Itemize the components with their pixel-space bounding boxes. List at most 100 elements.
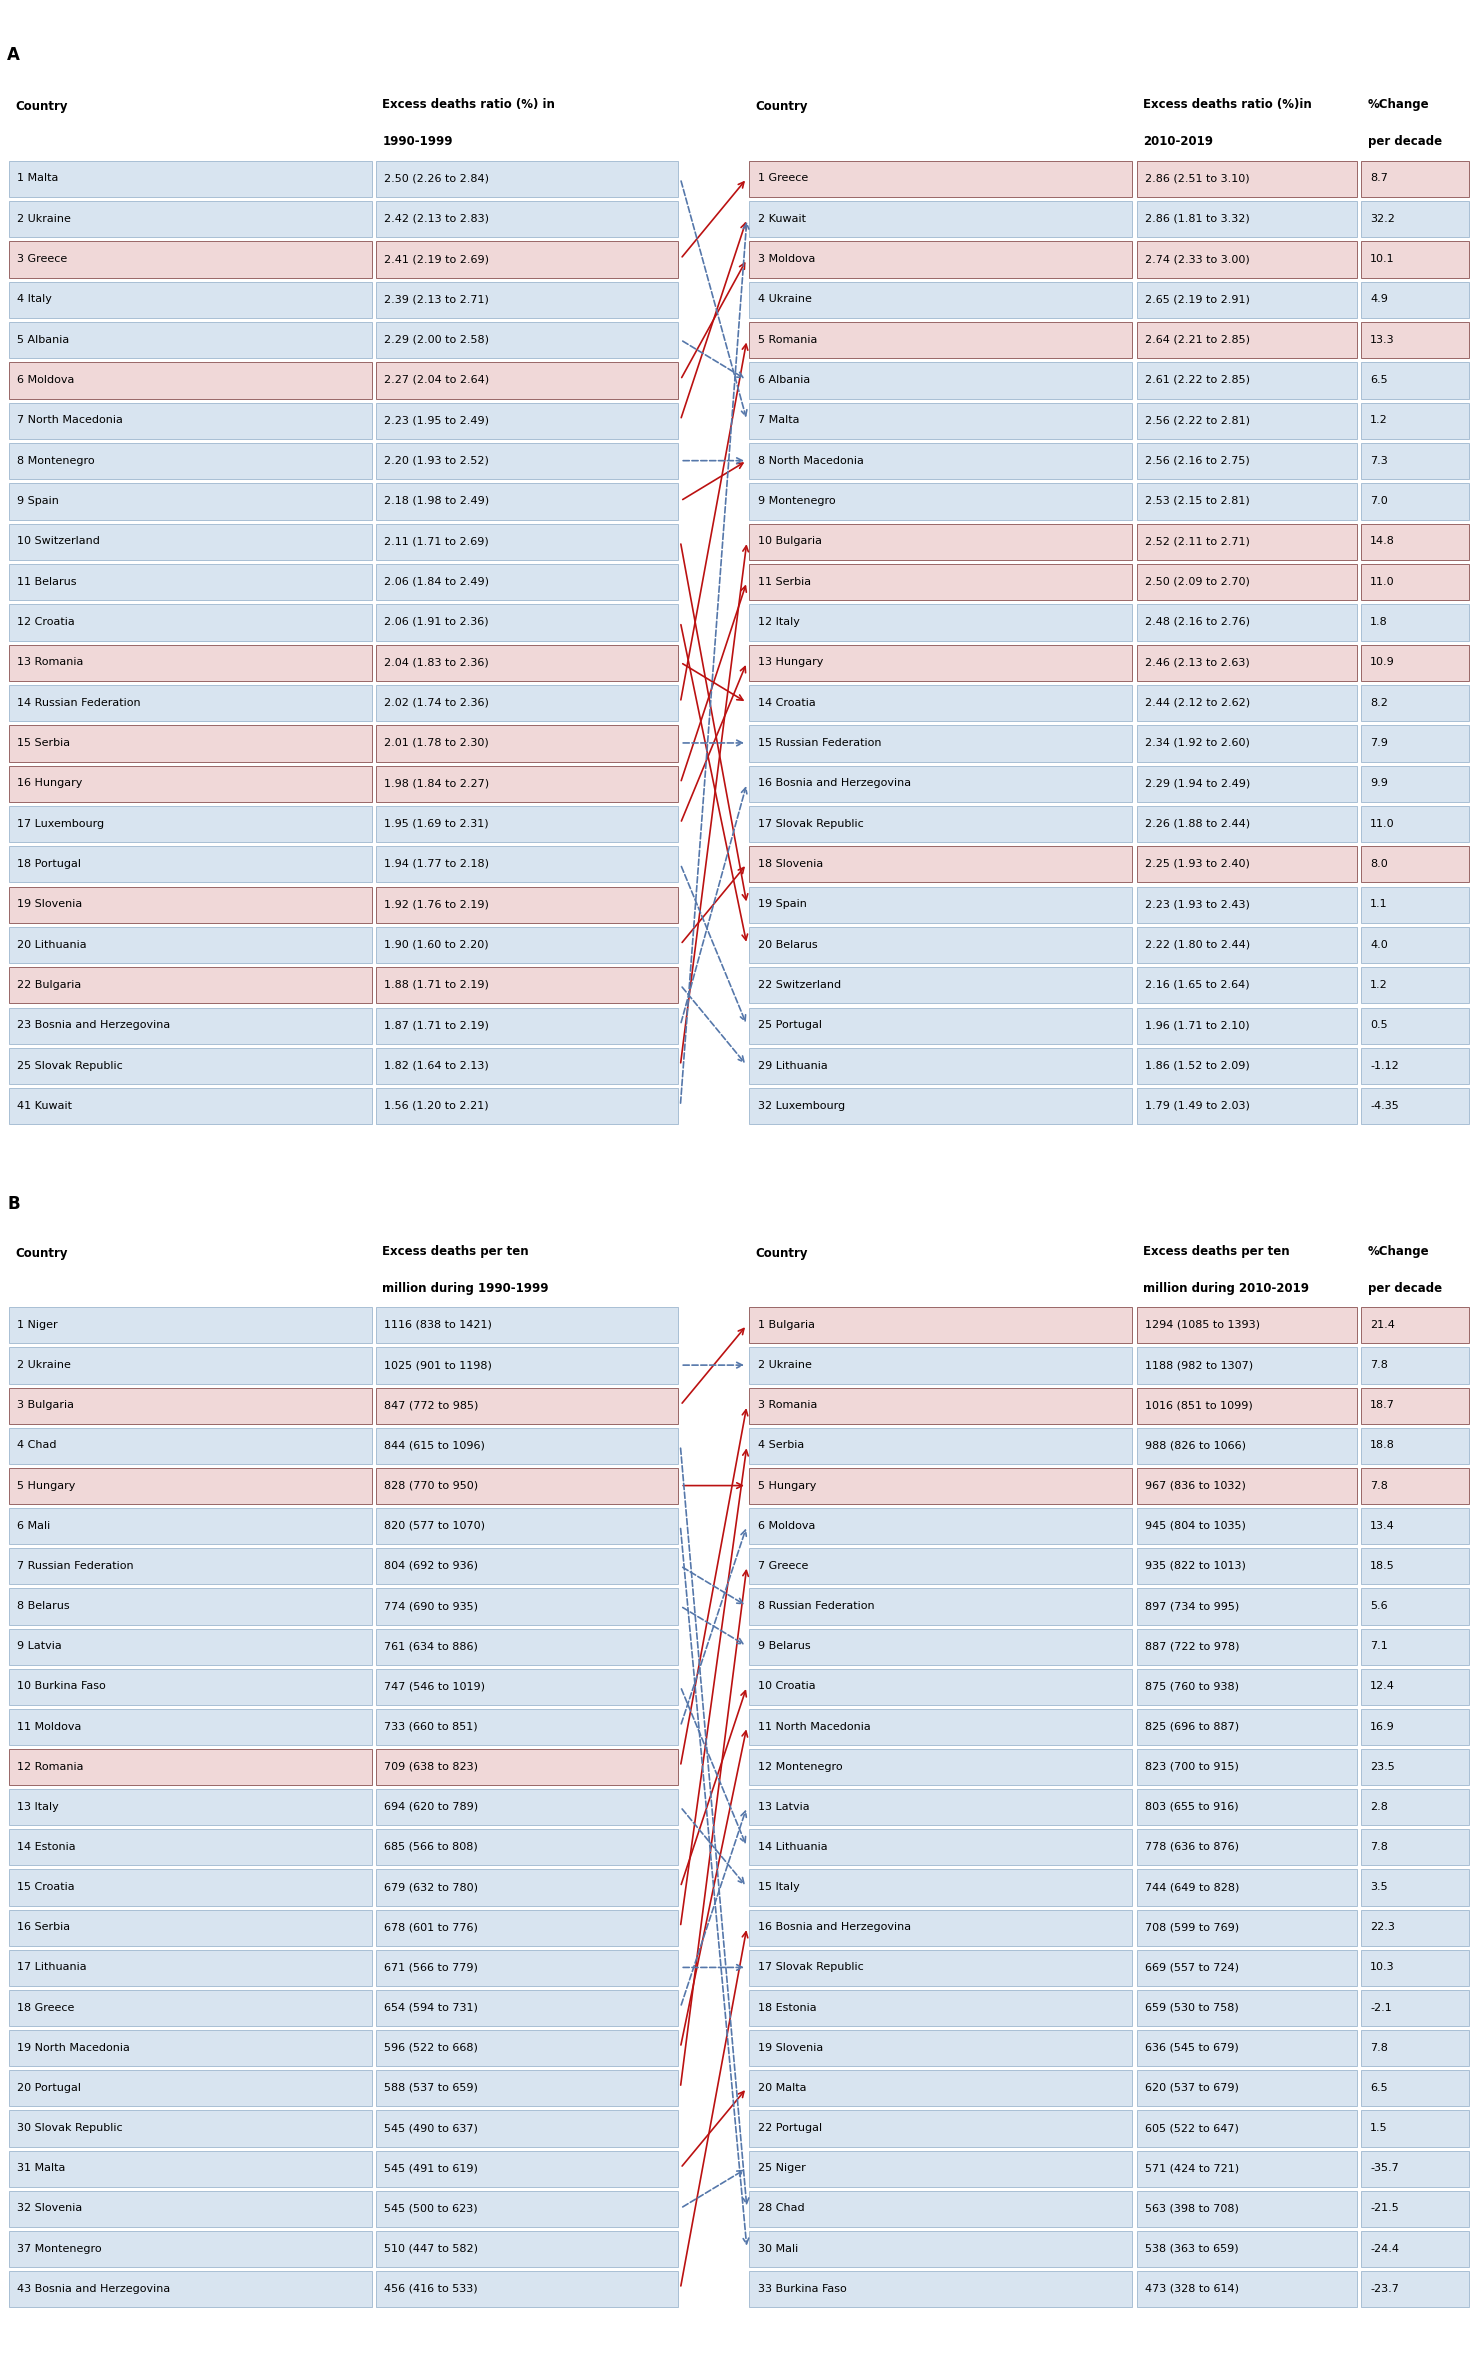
- Bar: [748, 482, 1133, 520]
- Text: 2.25 (1.93 to 2.40): 2.25 (1.93 to 2.40): [1145, 858, 1250, 868]
- Bar: [1362, 402, 1470, 440]
- Text: 1.88 (1.71 to 2.19): 1.88 (1.71 to 2.19): [385, 979, 490, 991]
- Bar: [1362, 2029, 1470, 2067]
- Bar: [9, 1589, 373, 1625]
- Bar: [1137, 442, 1358, 480]
- Text: 10.3: 10.3: [1370, 1963, 1395, 1972]
- Bar: [1362, 2069, 1470, 2107]
- Bar: [748, 603, 1133, 641]
- Text: 18 Estonia: 18 Estonia: [757, 2003, 816, 2013]
- Text: 887 (722 to 978): 887 (722 to 978): [1145, 1641, 1239, 1651]
- Bar: [9, 646, 373, 681]
- Bar: [9, 1428, 373, 1464]
- Bar: [9, 563, 373, 601]
- Text: 16.9: 16.9: [1370, 1722, 1395, 1731]
- Text: Excess deaths per ten: Excess deaths per ten: [1143, 1246, 1290, 1258]
- Text: 3 Romania: 3 Romania: [757, 1400, 816, 1410]
- Bar: [748, 1088, 1133, 1123]
- Bar: [748, 1629, 1133, 1665]
- Text: 733 (660 to 851): 733 (660 to 851): [385, 1722, 478, 1731]
- Bar: [376, 1469, 679, 1504]
- Text: 596 (522 to 668): 596 (522 to 668): [385, 2043, 478, 2053]
- Text: 571 (424 to 721): 571 (424 to 721): [1145, 2164, 1239, 2173]
- Bar: [748, 1549, 1133, 1585]
- Text: 9 Belarus: 9 Belarus: [757, 1641, 810, 1651]
- Bar: [1362, 806, 1470, 842]
- Bar: [1137, 1589, 1358, 1625]
- Text: 671 (566 to 779): 671 (566 to 779): [385, 1963, 478, 1972]
- Bar: [1362, 1549, 1470, 1585]
- Text: 2.23 (1.93 to 2.43): 2.23 (1.93 to 2.43): [1145, 899, 1250, 908]
- Bar: [748, 646, 1133, 681]
- Bar: [748, 1790, 1133, 1826]
- Text: 10.1: 10.1: [1370, 253, 1395, 265]
- Bar: [1137, 482, 1358, 520]
- Bar: [1137, 1469, 1358, 1504]
- Bar: [1362, 646, 1470, 681]
- Bar: [9, 1509, 373, 1544]
- Text: 9 Spain: 9 Spain: [18, 497, 59, 506]
- Text: 1025 (901 to 1198): 1025 (901 to 1198): [385, 1360, 493, 1369]
- Text: 4 Chad: 4 Chad: [18, 1440, 58, 1450]
- Bar: [9, 482, 373, 520]
- Text: 5 Albania: 5 Albania: [18, 336, 70, 345]
- Text: 744 (649 to 828): 744 (649 to 828): [1145, 1883, 1239, 1892]
- Bar: [9, 362, 373, 400]
- Text: 2.23 (1.95 to 2.49): 2.23 (1.95 to 2.49): [385, 416, 490, 426]
- Bar: [748, 1868, 1133, 1906]
- Text: 8 Montenegro: 8 Montenegro: [18, 456, 95, 466]
- Bar: [1362, 201, 1470, 236]
- Text: 13 Romania: 13 Romania: [18, 657, 84, 667]
- Text: 32.2: 32.2: [1370, 213, 1395, 225]
- Bar: [1362, 1088, 1470, 1123]
- Text: 636 (545 to 679): 636 (545 to 679): [1145, 2043, 1239, 2053]
- Text: 11 North Macedonia: 11 North Macedonia: [757, 1722, 871, 1731]
- Bar: [376, 523, 679, 561]
- Bar: [9, 967, 373, 1003]
- Bar: [9, 1388, 373, 1424]
- Text: 7.1: 7.1: [1370, 1641, 1387, 1651]
- Bar: [1362, 967, 1470, 1003]
- Bar: [9, 201, 373, 236]
- Bar: [748, 847, 1133, 882]
- Bar: [376, 1428, 679, 1464]
- Bar: [376, 806, 679, 842]
- Bar: [748, 442, 1133, 480]
- Bar: [1137, 2230, 1358, 2268]
- Text: 2.29 (2.00 to 2.58): 2.29 (2.00 to 2.58): [385, 336, 490, 345]
- Text: 2.16 (1.65 to 2.64): 2.16 (1.65 to 2.64): [1145, 979, 1250, 991]
- Bar: [1362, 322, 1470, 357]
- Bar: [376, 281, 679, 317]
- Bar: [1362, 1348, 1470, 1384]
- Text: 32 Slovenia: 32 Slovenia: [18, 2204, 83, 2214]
- Bar: [9, 603, 373, 641]
- Bar: [1362, 1828, 1470, 1866]
- Text: 804 (692 to 936): 804 (692 to 936): [385, 1561, 478, 1570]
- Text: 28 Chad: 28 Chad: [757, 2204, 805, 2214]
- Text: 16 Bosnia and Herzegovina: 16 Bosnia and Herzegovina: [757, 1923, 911, 1932]
- Text: 1116 (838 to 1421): 1116 (838 to 1421): [385, 1320, 493, 1329]
- Text: 16 Serbia: 16 Serbia: [18, 1923, 71, 1932]
- Text: 1.87 (1.71 to 2.19): 1.87 (1.71 to 2.19): [385, 1019, 490, 1031]
- Text: 7.8: 7.8: [1370, 1480, 1387, 1490]
- Text: 22 Bulgaria: 22 Bulgaria: [18, 979, 81, 991]
- Text: 13 Latvia: 13 Latvia: [757, 1802, 809, 1812]
- Text: 7.3: 7.3: [1370, 456, 1387, 466]
- Text: 605 (522 to 647): 605 (522 to 647): [1145, 2124, 1239, 2133]
- Bar: [1137, 241, 1358, 277]
- Bar: [376, 2029, 679, 2067]
- Text: 2.56 (2.22 to 2.81): 2.56 (2.22 to 2.81): [1145, 416, 1250, 426]
- Bar: [9, 322, 373, 357]
- Bar: [1137, 967, 1358, 1003]
- Bar: [376, 1989, 679, 2027]
- Bar: [1137, 1790, 1358, 1826]
- Text: 1.5: 1.5: [1370, 2124, 1387, 2133]
- Bar: [9, 686, 373, 721]
- Text: 2 Kuwait: 2 Kuwait: [757, 213, 806, 225]
- Text: 967 (836 to 1032): 967 (836 to 1032): [1145, 1480, 1247, 1490]
- Text: 23 Bosnia and Herzegovina: 23 Bosnia and Herzegovina: [18, 1019, 170, 1031]
- Text: 7.9: 7.9: [1370, 738, 1387, 747]
- Text: 5 Hungary: 5 Hungary: [18, 1480, 75, 1490]
- Text: 30 Mali: 30 Mali: [757, 2244, 799, 2254]
- Bar: [9, 1989, 373, 2027]
